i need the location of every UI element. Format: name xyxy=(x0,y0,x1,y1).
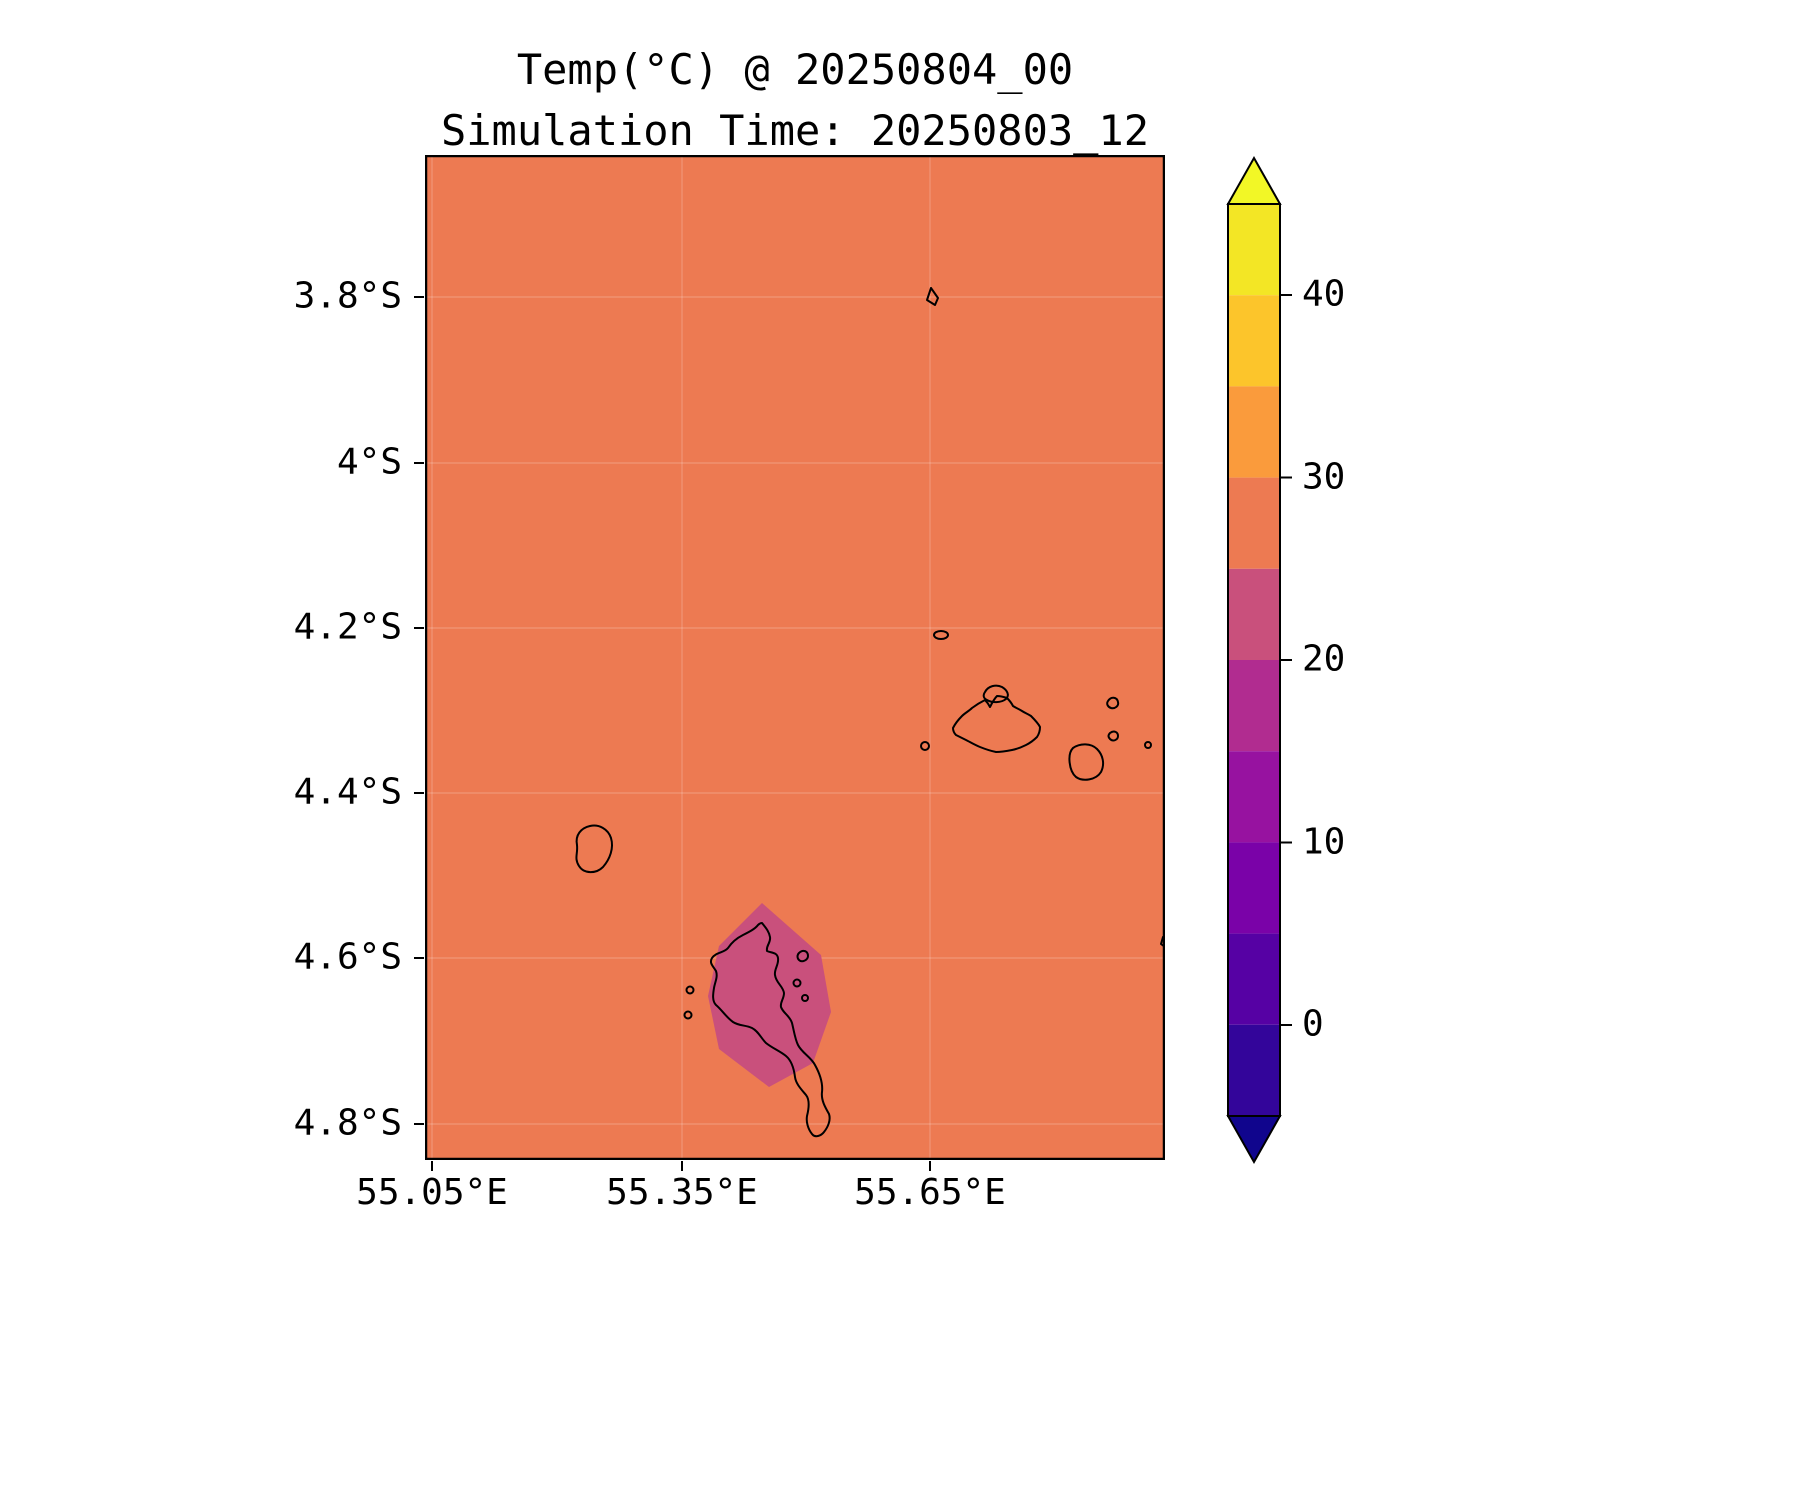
y-axis-tick xyxy=(414,627,424,629)
colorbar-band xyxy=(1228,204,1280,296)
y-axis-tick xyxy=(414,462,424,464)
colorbar-band xyxy=(1228,660,1280,752)
ste-anne-islet-outline xyxy=(796,949,809,963)
colorbar-band xyxy=(1228,751,1280,843)
y-tick-label: 4°S xyxy=(336,441,402,483)
gridlines xyxy=(425,155,1165,1160)
colorbar-band xyxy=(1228,386,1280,478)
colorbar-ticks xyxy=(1280,294,1292,1026)
x-axis-tick xyxy=(681,1161,683,1171)
colorbar-under-arrow xyxy=(1226,1115,1282,1165)
coastlines xyxy=(575,287,1165,1138)
plot-border xyxy=(425,155,1165,1160)
plot-title: Temp(°C) @ 20250804_00 Simulation Time: … xyxy=(345,40,1245,162)
cerf-islet-outline xyxy=(792,978,802,988)
la-digue-island-outline xyxy=(1068,743,1105,781)
y-tick-label: 4.6°S xyxy=(293,936,402,978)
curieuse-island-outline xyxy=(982,684,1009,704)
y-tick-label: 4.4°S xyxy=(293,771,402,813)
islet-west-mahe-2-outline xyxy=(683,1010,693,1020)
colorbar-band xyxy=(1228,933,1280,1025)
y-axis-tick xyxy=(414,792,424,794)
colorbar-band xyxy=(1228,477,1280,569)
colorbar-over-arrow xyxy=(1226,155,1282,205)
x-tick-label: 55.35°E xyxy=(606,1172,758,1213)
plot-title-line1: Temp(°C) @ 20250804_00 xyxy=(516,45,1074,94)
x-axis-tick xyxy=(431,1161,433,1171)
y-axis-tick xyxy=(414,296,424,298)
y-tick-label: 4.8°S xyxy=(293,1102,402,1144)
x-tick-label: 55.05°E xyxy=(356,1172,508,1213)
mahe-island-outline xyxy=(709,922,831,1138)
y-axis-tick xyxy=(414,957,424,959)
marianne-islet-outline xyxy=(1107,730,1119,742)
plot-title-line2: Simulation Time: 20250803_12 xyxy=(440,105,1149,155)
silhouette-island-outline xyxy=(575,824,613,874)
longue-islet-outline xyxy=(801,994,809,1002)
islet-east-outline xyxy=(1144,741,1152,749)
map-plot xyxy=(425,155,1165,1160)
colorbar-tick-label: 30 xyxy=(1302,456,1346,498)
colorbar-tick-label: 10 xyxy=(1302,821,1346,863)
cool-temperature-patch xyxy=(708,903,831,1087)
colorbar-band xyxy=(1228,842,1280,934)
islet-west-of-praslin-outline xyxy=(920,741,930,751)
colorbar-tick-label: 0 xyxy=(1302,1003,1324,1045)
y-tick-label: 3.8°S xyxy=(293,275,402,317)
islet-mid-outline xyxy=(933,630,949,640)
x-tick-label: 55.65°E xyxy=(854,1172,1006,1213)
colorbar-band xyxy=(1228,295,1280,387)
x-axis-tick xyxy=(929,1161,931,1171)
felicite-islet-outline xyxy=(1106,696,1120,710)
praslin-island-outline xyxy=(952,695,1041,753)
colorbar-band xyxy=(1228,568,1280,660)
y-tick-label: 4.2°S xyxy=(293,606,402,648)
colorbar-tick-label: 40 xyxy=(1302,273,1346,315)
islet-west-mahe-1-outline xyxy=(685,985,695,995)
islet-north-outline xyxy=(926,287,939,306)
y-axis-tick xyxy=(414,1123,424,1125)
colorbar-band xyxy=(1228,1024,1280,1116)
colorbar-tick-label: 20 xyxy=(1302,638,1346,680)
colorbar xyxy=(1226,155,1292,1165)
